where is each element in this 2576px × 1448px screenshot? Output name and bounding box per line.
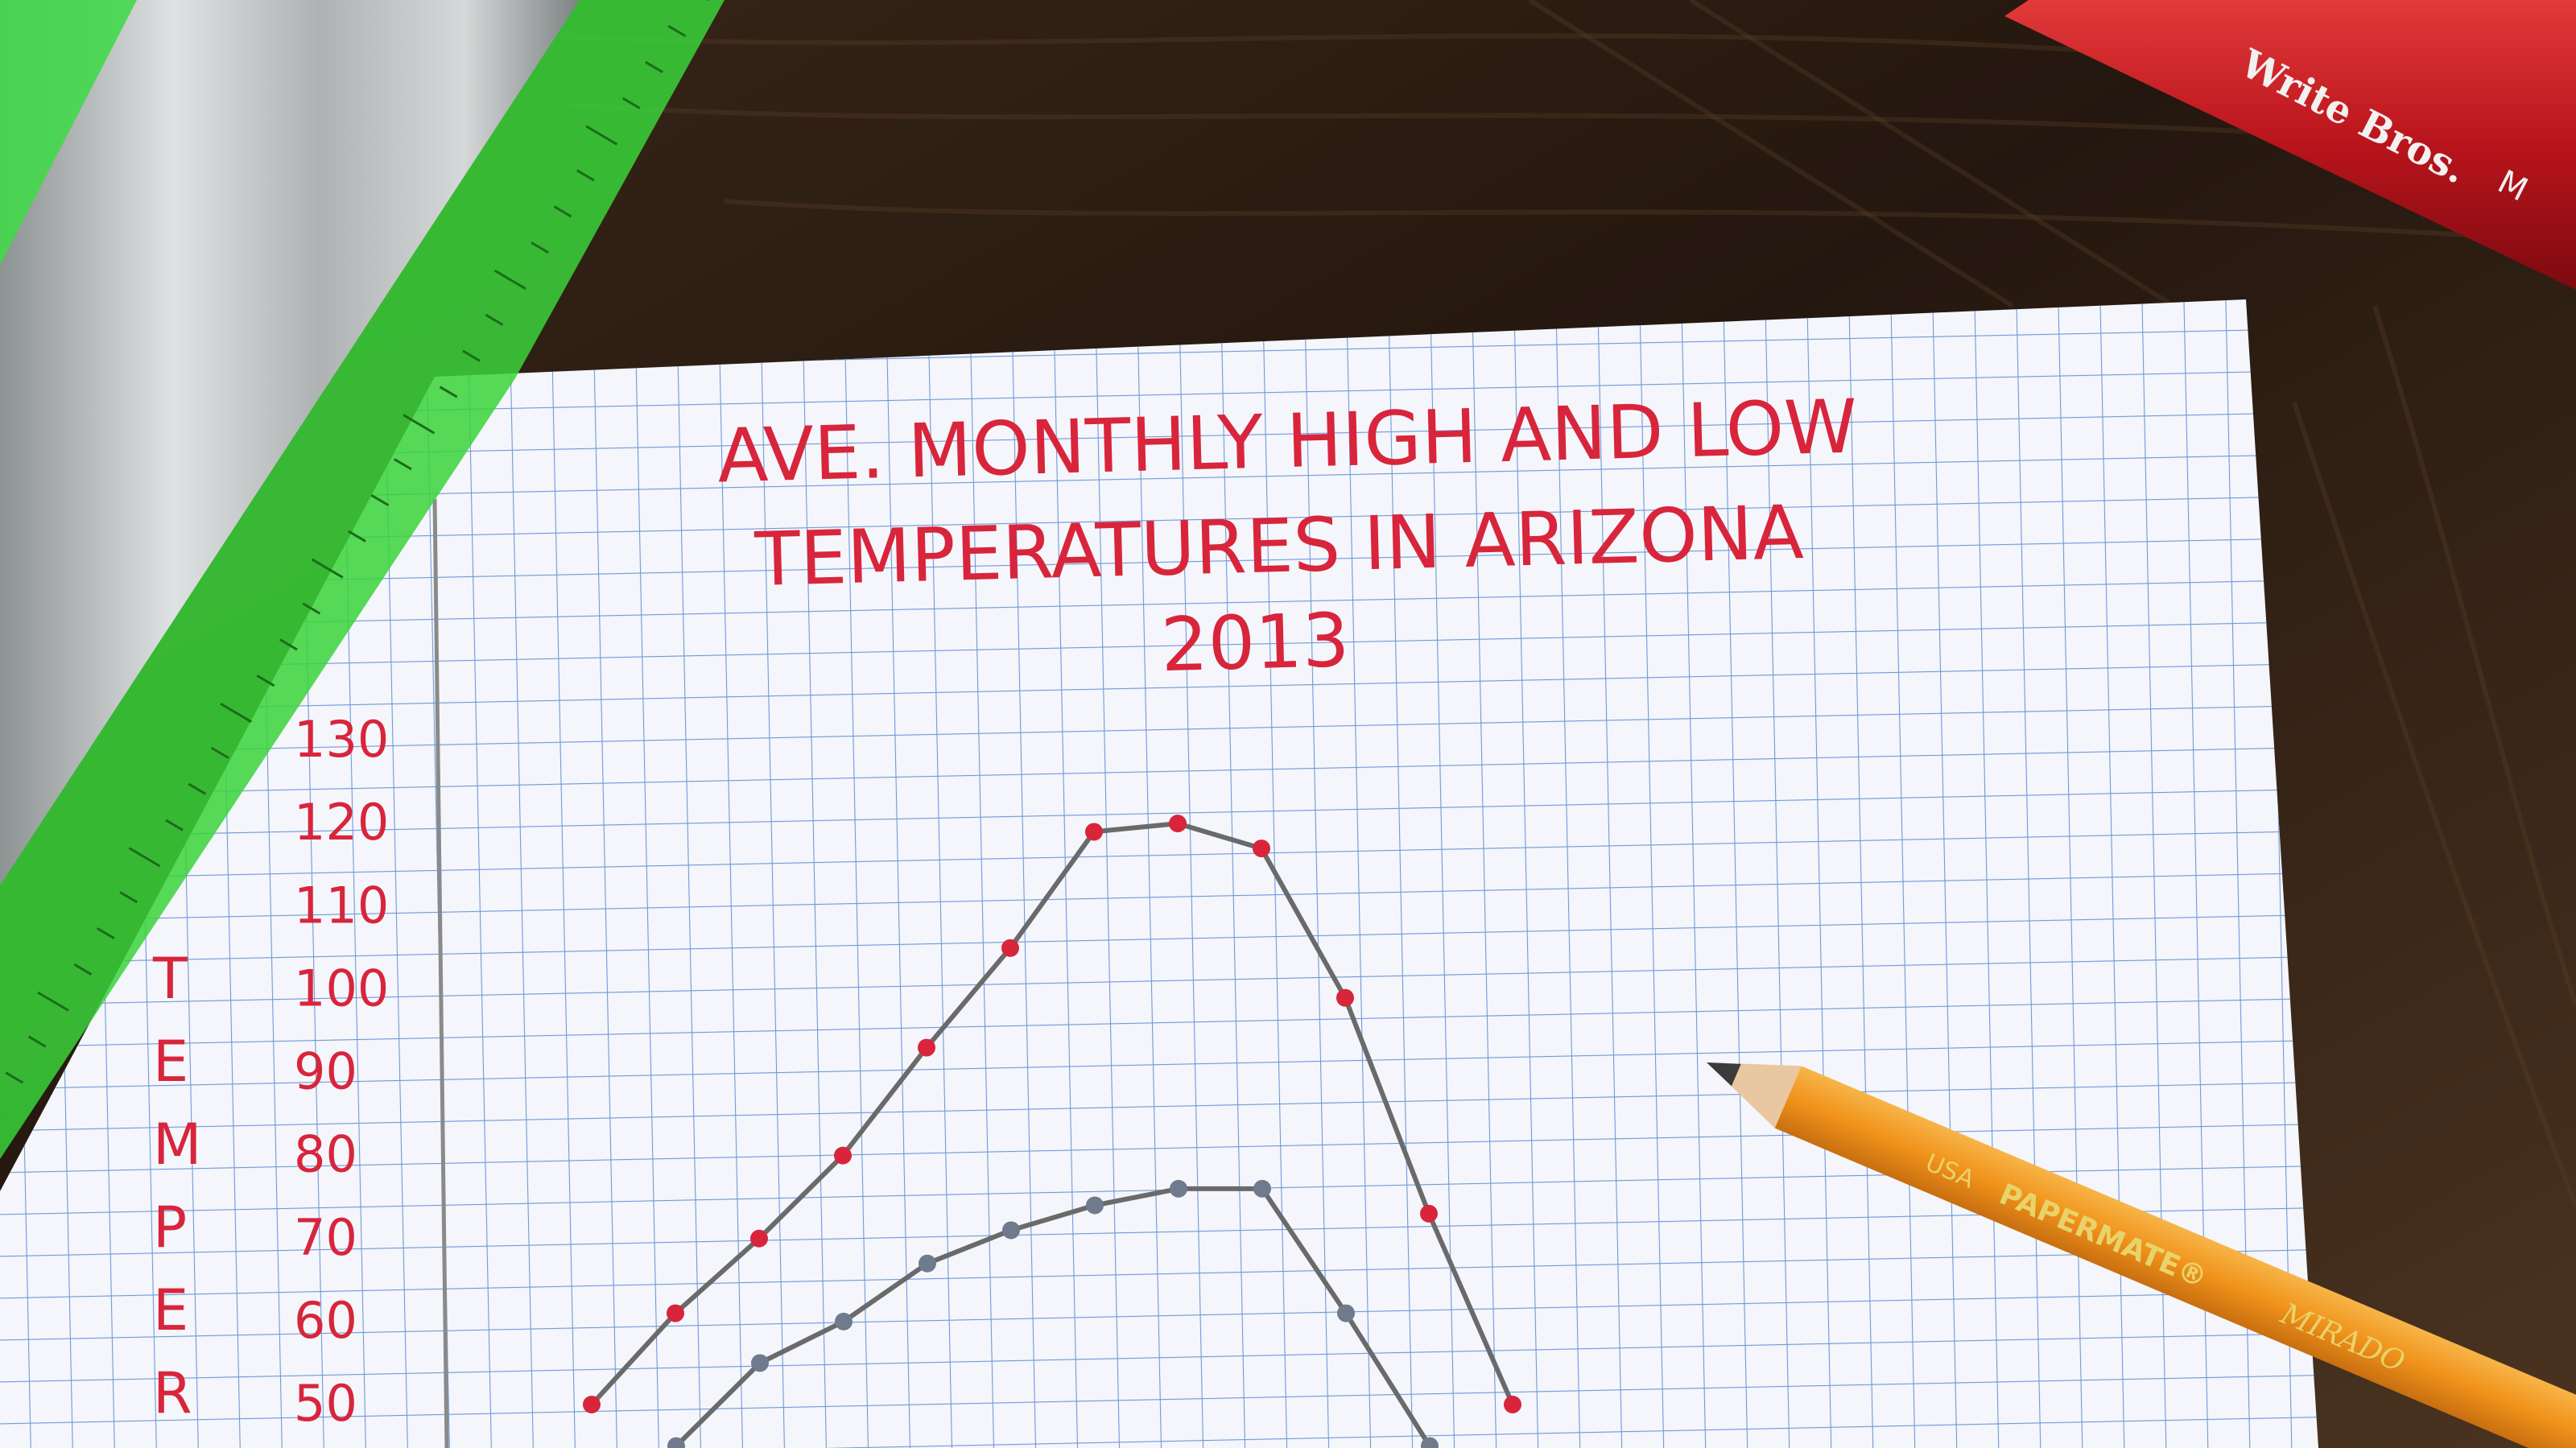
ruler-tick	[220, 702, 253, 724]
high-temperature-point	[918, 1038, 935, 1057]
ruler-tick	[462, 349, 481, 362]
ruler-tick	[119, 891, 138, 904]
ruler-tick	[348, 530, 366, 542]
wood-grain	[482, 0, 2576, 1209]
ruler-tick	[621, 97, 641, 109]
high-temperature-point	[583, 1396, 601, 1413]
ruler-tick	[667, 25, 687, 38]
ruler-tick	[311, 558, 344, 579]
green-ruler	[0, 0, 724, 1159]
high-temperature-point	[1001, 939, 1019, 957]
high-temperature-point	[667, 1304, 684, 1322]
ruler-tick	[27, 1035, 47, 1048]
y-tick-label: 90	[294, 1042, 357, 1101]
low-temperature-point	[751, 1354, 769, 1372]
ruler-tick	[585, 125, 618, 146]
low-temperature-point	[919, 1254, 936, 1273]
low-temperature-line	[674, 1186, 1432, 1448]
low-temperature-point	[1086, 1196, 1104, 1215]
low-temperature-point	[667, 1437, 685, 1448]
ruler-tick	[439, 386, 458, 398]
chart-lines	[583, 815, 1521, 1448]
y-tick-label: 50	[294, 1374, 357, 1433]
ruler-tick	[96, 927, 115, 940]
high-temperature-point	[1253, 840, 1270, 858]
high-temperature-point	[1169, 815, 1187, 833]
ruler-tick	[73, 963, 93, 976]
ruler-tick	[393, 458, 412, 471]
low-temperature-point	[1421, 1437, 1439, 1448]
y-axis-letter: T	[152, 946, 188, 1012]
ruler-tick	[210, 746, 229, 759]
y-axis-letter: E	[153, 1029, 188, 1095]
ruler-tick	[370, 493, 390, 507]
low-temperature-point	[1337, 1304, 1355, 1322]
y-axis-letter: E	[153, 1277, 188, 1343]
ruler-tick	[165, 819, 184, 831]
ruler-tick	[256, 674, 275, 687]
ruler-tick	[279, 638, 298, 651]
ruler-tick	[188, 782, 207, 795]
high-temperature-point	[1085, 823, 1103, 841]
low-temperature-point	[835, 1312, 852, 1330]
ruler-tick	[37, 991, 69, 1012]
metal-ruler	[0, 0, 580, 885]
red-pencil: Write Bros. M	[2004, 0, 2576, 290]
ruler-tick	[402, 414, 436, 435]
y-tick-label: 60	[294, 1291, 357, 1350]
y-axis-letter: M	[153, 1112, 201, 1178]
y-tick-label: 110	[294, 876, 389, 934]
y-tick-label: 130	[294, 710, 389, 769]
low-temperature-point	[1170, 1179, 1187, 1198]
high-temperature-point	[834, 1146, 852, 1165]
y-axis-letter: P	[153, 1194, 187, 1260]
high-temperature-point	[1336, 988, 1354, 1007]
ruler-tick	[576, 169, 595, 182]
y-tick-label: 70	[294, 1208, 357, 1267]
y-tick-label: 80	[294, 1125, 357, 1184]
high-temperature-point	[750, 1229, 768, 1248]
y-axis-letter: R	[153, 1360, 192, 1426]
high-temperature-point	[1504, 1396, 1521, 1413]
title-line-3: 2013	[1160, 597, 1351, 688]
ruler-tick	[128, 847, 161, 868]
ruler-tick	[485, 313, 504, 326]
ruler-tick	[530, 241, 550, 254]
y-axis-label: TEMPER	[152, 946, 201, 1426]
ruler-tick	[493, 269, 526, 291]
ruler-tick	[5, 1071, 24, 1084]
y-tick-label: 100	[294, 959, 389, 1017]
ruler-tick	[553, 205, 572, 218]
y-axis-ticks: 130 120 110 100 90 80 70 60 50	[294, 710, 389, 1433]
y-axis-line	[432, 498, 449, 1448]
y-tick-label: 120	[294, 793, 389, 852]
low-temperature-point	[1253, 1179, 1271, 1198]
low-temperature-point	[1002, 1221, 1020, 1240]
ruler-tick	[302, 602, 321, 615]
ruler-tick	[645, 60, 663, 73]
high-temperature-point	[1420, 1204, 1438, 1223]
high-temperature-line	[589, 821, 1515, 1407]
